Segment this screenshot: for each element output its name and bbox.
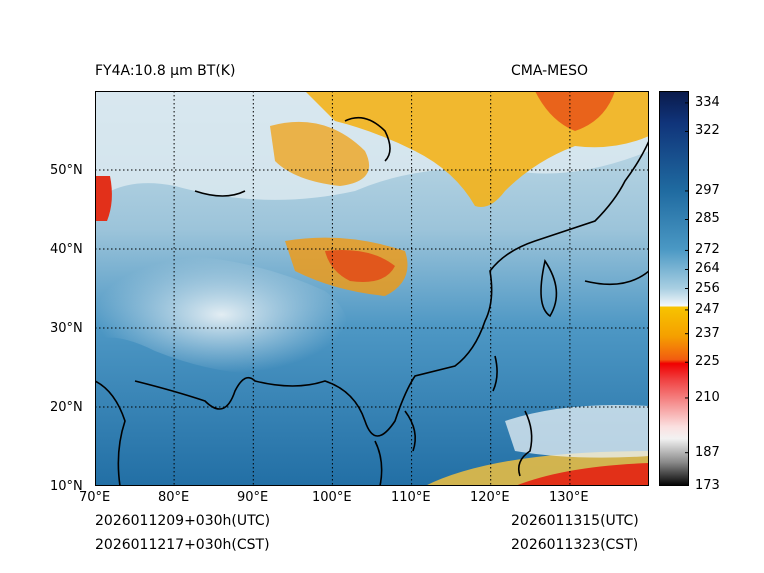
philippine-clouds bbox=[505, 405, 649, 458]
west-red-spot bbox=[95, 176, 112, 221]
lon-label-100: 100°E bbox=[312, 490, 352, 505]
map-border bbox=[95, 91, 649, 486]
colorbar-label-225: 225 bbox=[695, 354, 720, 370]
colorbar-tick-marks bbox=[685, 102, 689, 486]
valid-time-utc: 2026011315(UTC) bbox=[511, 513, 639, 529]
gridlines bbox=[95, 91, 649, 486]
colorbar-label-285: 285 bbox=[695, 211, 720, 227]
central-red-core bbox=[325, 250, 395, 282]
colorbar-label-173: 173 bbox=[695, 478, 720, 493]
lon-label-90: 90°E bbox=[237, 490, 269, 505]
init-time-cst: 2026011217+030h(CST) bbox=[95, 537, 270, 553]
coastlines bbox=[95, 116, 649, 486]
colorbar-label-187: 187 bbox=[695, 444, 720, 460]
colorbar bbox=[659, 91, 689, 486]
lon-label-120: 120°E bbox=[470, 490, 510, 505]
lat-label-40: 40°N bbox=[50, 242, 83, 257]
colorbar-label-210: 210 bbox=[695, 389, 720, 405]
colorbar-label-322: 322 bbox=[695, 123, 720, 139]
lat-label-30: 30°N bbox=[50, 321, 83, 336]
satellite-map bbox=[95, 91, 649, 486]
colorbar-label-264: 264 bbox=[695, 261, 720, 277]
product-title: FY4A:10.8 µm BT(K) bbox=[95, 63, 236, 79]
lat-label-10: 10°N bbox=[50, 479, 83, 494]
lat-label-50: 50°N bbox=[50, 163, 83, 178]
init-time-utc: 2026011209+030h(UTC) bbox=[95, 513, 271, 529]
colorbar-label-237: 237 bbox=[695, 325, 720, 341]
lon-label-110: 110°E bbox=[391, 490, 431, 505]
colorbar-label-256: 256 bbox=[695, 280, 720, 296]
lat-label-20: 20°N bbox=[50, 400, 83, 415]
northeast-red-core bbox=[535, 91, 615, 131]
colorbar-label-334: 334 bbox=[695, 94, 720, 110]
lon-label-80: 80°E bbox=[158, 490, 190, 505]
plateau-cloud bbox=[95, 255, 348, 374]
model-name: CMA-MESO bbox=[511, 63, 589, 79]
south-red-band bbox=[515, 463, 649, 486]
lon-label-130: 130°E bbox=[549, 490, 589, 505]
lon-label-70: 70°E bbox=[79, 490, 111, 505]
colorbar-gradient bbox=[659, 91, 689, 486]
colorbar-label-297: 297 bbox=[695, 182, 720, 198]
valid-time-cst: 2026011323(CST) bbox=[511, 537, 639, 553]
colorbar-label-272: 272 bbox=[695, 242, 720, 258]
colorbar-label-247: 247 bbox=[695, 301, 720, 317]
